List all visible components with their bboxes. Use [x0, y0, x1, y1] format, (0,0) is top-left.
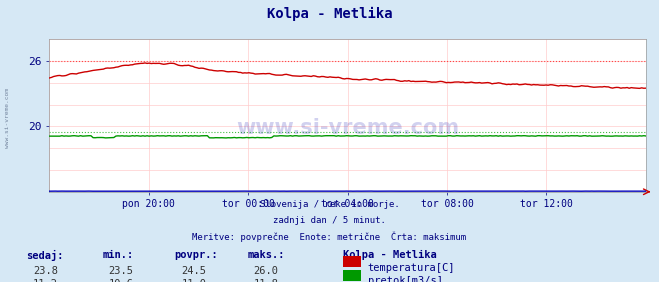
Text: 26.0: 26.0 — [254, 266, 279, 276]
Text: Kolpa - Metlika: Kolpa - Metlika — [267, 7, 392, 21]
Text: sedaj:: sedaj: — [26, 250, 64, 261]
Text: 11.8: 11.8 — [254, 279, 279, 282]
Text: 24.5: 24.5 — [181, 266, 206, 276]
Text: 10.6: 10.6 — [109, 279, 134, 282]
Text: 11.0: 11.0 — [181, 279, 206, 282]
Text: pretok[m3/s]: pretok[m3/s] — [368, 276, 443, 282]
Text: min.:: min.: — [102, 250, 133, 259]
Text: Kolpa - Metlika: Kolpa - Metlika — [343, 250, 436, 260]
Text: 11.2: 11.2 — [33, 279, 58, 282]
Text: Meritve: povprečne  Enote: metrične  Črta: maksimum: Meritve: povprečne Enote: metrične Črta:… — [192, 231, 467, 242]
Text: 23.5: 23.5 — [109, 266, 134, 276]
Text: temperatura[C]: temperatura[C] — [368, 263, 455, 273]
Text: zadnji dan / 5 minut.: zadnji dan / 5 minut. — [273, 216, 386, 225]
Text: Slovenija / reke in morje.: Slovenija / reke in morje. — [260, 200, 399, 209]
Text: povpr.:: povpr.: — [175, 250, 218, 259]
Text: maks.:: maks.: — [247, 250, 285, 259]
Text: 23.8: 23.8 — [33, 266, 58, 276]
Text: www.si-vreme.com: www.si-vreme.com — [5, 89, 11, 148]
Text: www.si-vreme.com: www.si-vreme.com — [236, 118, 459, 138]
